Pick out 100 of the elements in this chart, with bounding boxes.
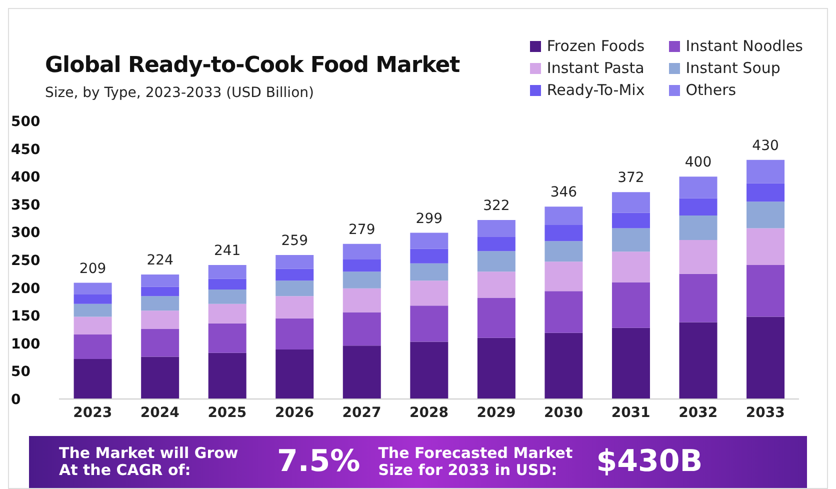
bar bbox=[141, 286, 180, 296]
bar bbox=[746, 183, 785, 202]
total-label: 430 bbox=[752, 138, 779, 154]
total-label: 322 bbox=[483, 198, 510, 214]
bar bbox=[746, 160, 785, 184]
legend-label: Others bbox=[686, 81, 736, 99]
chart-title: Global Ready-to-Cook Food Market bbox=[45, 53, 460, 78]
bar bbox=[679, 322, 718, 399]
bar bbox=[612, 212, 650, 228]
bar bbox=[342, 244, 381, 260]
x-tick-label: 2025 bbox=[208, 404, 247, 421]
bar bbox=[477, 338, 516, 399]
x-tick-label: 2026 bbox=[274, 404, 314, 421]
total-label: 259 bbox=[281, 232, 308, 249]
bar bbox=[477, 251, 516, 272]
bar bbox=[544, 206, 583, 225]
bar bbox=[74, 358, 112, 399]
bar bbox=[544, 224, 583, 242]
legend-label: Instant Pasta bbox=[546, 59, 644, 77]
bar bbox=[342, 312, 381, 346]
bar bbox=[612, 252, 650, 282]
total-label: 241 bbox=[214, 243, 241, 260]
bar bbox=[679, 216, 718, 240]
y-tick-label: 450 bbox=[11, 142, 40, 158]
bar bbox=[208, 265, 246, 279]
total-label: 346 bbox=[550, 184, 578, 201]
bar bbox=[410, 306, 448, 342]
y-tick-label: 350 bbox=[11, 197, 40, 214]
bar bbox=[276, 350, 314, 399]
bar bbox=[276, 280, 314, 296]
text: $430B bbox=[596, 444, 703, 480]
bar bbox=[276, 318, 314, 350]
y-tick-label: 100 bbox=[11, 336, 40, 352]
bar bbox=[477, 236, 516, 252]
bar bbox=[208, 289, 246, 304]
bar bbox=[477, 272, 516, 298]
text: The Market will Grow At the CAGR of: bbox=[59, 444, 240, 480]
bar bbox=[679, 274, 718, 322]
legend-label: Ready-To-Mix bbox=[546, 81, 645, 99]
total-label: 224 bbox=[146, 252, 174, 268]
y-tick-label: 0 bbox=[11, 392, 21, 408]
bar bbox=[410, 248, 448, 264]
x-tick-label: 2028 bbox=[410, 404, 448, 421]
bar bbox=[208, 304, 246, 324]
bar bbox=[679, 240, 718, 274]
bar bbox=[544, 262, 583, 292]
legend-label: Instant Soup bbox=[686, 59, 780, 77]
bar bbox=[342, 272, 381, 288]
y-tick-label: 150 bbox=[11, 308, 40, 325]
bar bbox=[544, 332, 583, 399]
bar bbox=[74, 282, 112, 294]
bar bbox=[342, 346, 381, 399]
bar bbox=[208, 352, 246, 399]
bar bbox=[679, 198, 718, 216]
bar bbox=[612, 328, 650, 399]
bar bbox=[276, 254, 314, 269]
bar bbox=[74, 294, 112, 304]
bar bbox=[746, 228, 785, 266]
bar bbox=[746, 202, 785, 228]
bar bbox=[342, 259, 381, 272]
chart-subtitle: Size, by Type, 2023-2033 (USD Billion) bbox=[45, 85, 314, 101]
bar bbox=[141, 356, 180, 399]
total-label: 299 bbox=[416, 210, 443, 227]
y-tick-label: 200 bbox=[11, 280, 40, 297]
total-label: 372 bbox=[618, 170, 644, 186]
text: The Forecasted Market Size for 2033 in USD: bbox=[378, 444, 574, 480]
bar bbox=[679, 176, 718, 198]
bar bbox=[612, 192, 650, 213]
x-tick-label: 2030 bbox=[544, 404, 584, 421]
total-label: 279 bbox=[348, 222, 376, 238]
x-tick-label: 2033 bbox=[746, 404, 785, 421]
x-tick-label: 2024 bbox=[140, 404, 180, 421]
bar bbox=[74, 334, 112, 359]
bar bbox=[141, 274, 180, 287]
bar bbox=[342, 288, 381, 312]
bar bbox=[746, 265, 785, 317]
bar bbox=[544, 291, 583, 333]
bar bbox=[612, 282, 650, 328]
y-tick-label: 250 bbox=[11, 252, 40, 269]
bar bbox=[410, 263, 448, 281]
text: 7.5% bbox=[277, 444, 360, 480]
x-tick-label: 2031 bbox=[611, 404, 650, 421]
bar bbox=[141, 328, 180, 357]
legend-label: Frozen Foods bbox=[546, 37, 645, 55]
x-tick-label: 2027 bbox=[342, 404, 382, 421]
y-tick-label: 300 bbox=[11, 225, 40, 242]
bar bbox=[410, 280, 448, 306]
bar bbox=[208, 323, 246, 353]
legend-label: Instant Noodles bbox=[686, 37, 803, 55]
bar bbox=[410, 342, 448, 399]
y-tick-label: 400 bbox=[11, 170, 40, 186]
bar bbox=[544, 241, 583, 262]
x-tick-label: 2032 bbox=[678, 404, 718, 421]
bar bbox=[74, 316, 112, 335]
bar bbox=[477, 298, 516, 338]
bar bbox=[276, 268, 314, 281]
bar bbox=[746, 316, 785, 399]
total-label: 400 bbox=[684, 154, 712, 171]
bar bbox=[208, 278, 246, 290]
total-label: 209 bbox=[79, 260, 106, 277]
